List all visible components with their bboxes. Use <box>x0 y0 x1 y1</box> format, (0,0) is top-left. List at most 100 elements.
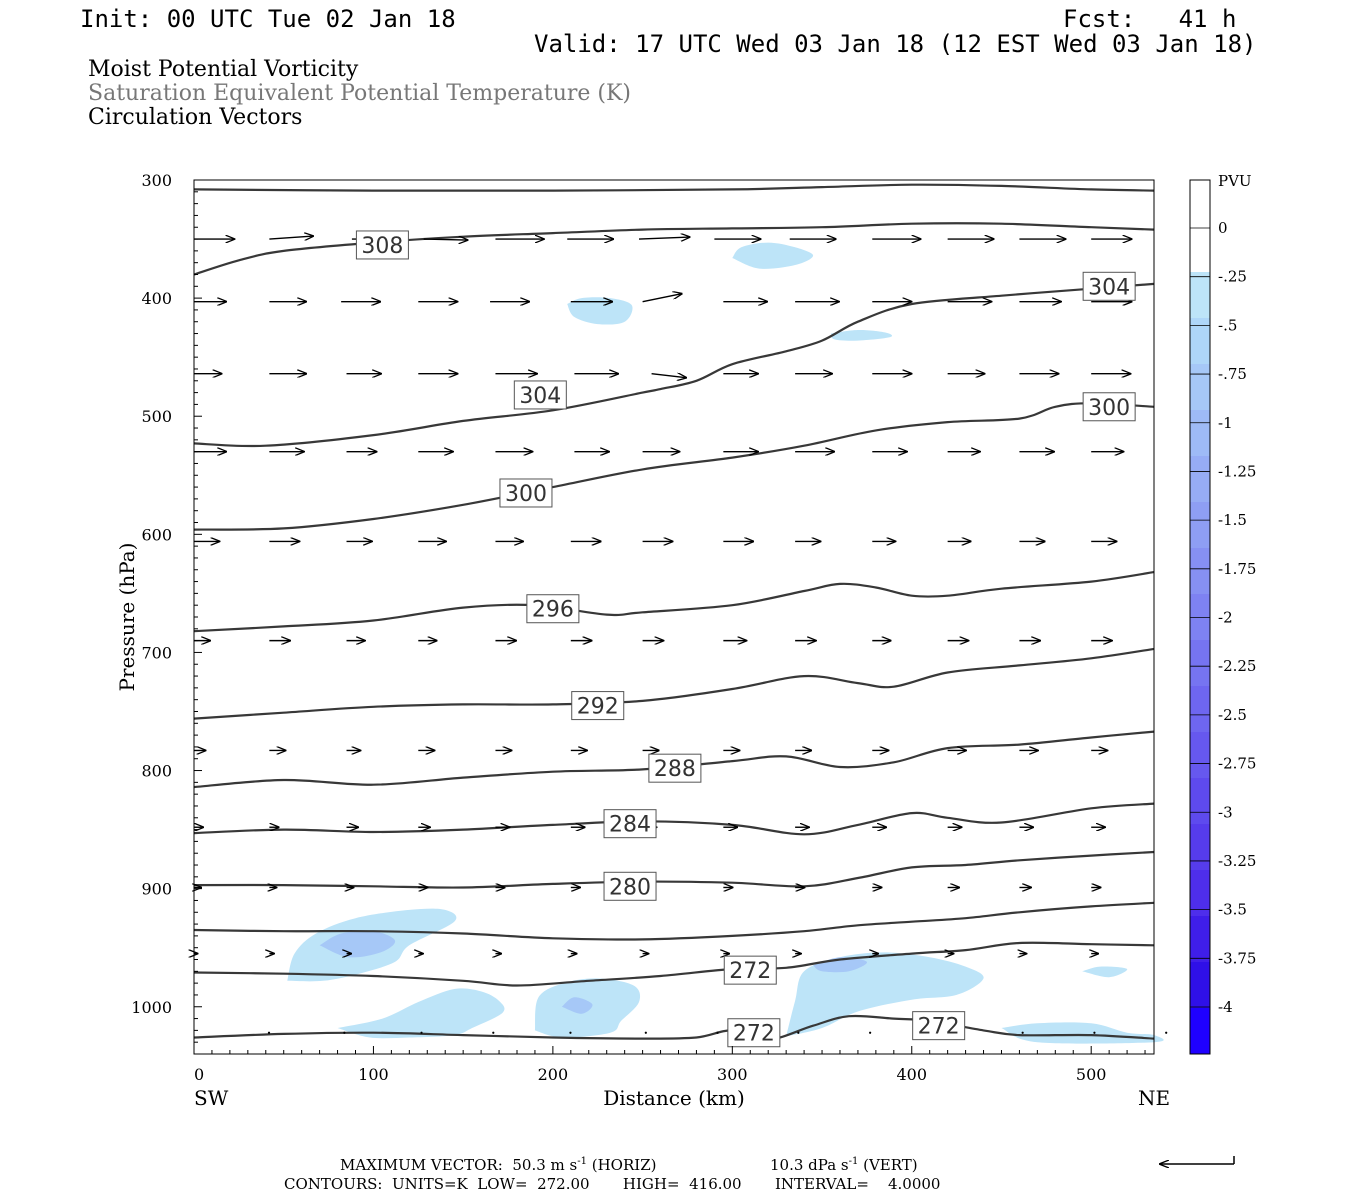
colorbar-swatch <box>1190 226 1210 273</box>
y-tick-label: 300 <box>141 171 172 190</box>
forecast-hour-label: Fcst: 41 h <box>1063 5 1237 33</box>
contour-label-box <box>727 1018 781 1048</box>
contour-label-box <box>1082 392 1136 422</box>
vector-dot <box>1093 1031 1096 1034</box>
title-line-3: Circulation Vectors <box>88 105 303 130</box>
y-tick-label: 400 <box>141 289 172 308</box>
contour-label-box <box>1082 271 1136 301</box>
reference-vector <box>1160 1156 1235 1164</box>
colorbar-swatch <box>1190 778 1210 825</box>
colorbar-title: PVU <box>1218 172 1252 190</box>
colorbar-swatch <box>1190 640 1210 687</box>
colorbar-swatch <box>1190 870 1210 917</box>
contour-label: 272 <box>918 1015 960 1040</box>
x-tick-label: 400 <box>896 1065 927 1084</box>
contour-label: 272 <box>733 1022 775 1047</box>
contour-layer <box>193 183 1155 1041</box>
vector-dot <box>797 1031 800 1034</box>
contour-312-1 <box>193 183 1155 192</box>
vector-dot <box>1021 1031 1024 1034</box>
vector-dot <box>420 1031 423 1034</box>
contour-label-box <box>571 691 625 721</box>
valid-time-label: Valid: 17 UTC Wed 03 Jan 18 (12 EST Wed … <box>534 30 1257 58</box>
colorbar-label: -.5 <box>1218 316 1237 334</box>
vector-dot <box>569 1031 572 1034</box>
contour-label: 300 <box>1088 396 1130 421</box>
x-tick-label: 200 <box>538 1065 569 1084</box>
colorbar-swatch <box>1190 686 1210 733</box>
circulation-vector <box>638 237 690 239</box>
colorbar-swatch <box>1190 502 1210 549</box>
x-right-end-label: NE <box>1138 1086 1170 1110</box>
colorbar-label: -1.25 <box>1218 462 1256 480</box>
vector-dot <box>716 1031 719 1034</box>
pv-shading-layer <box>287 242 1164 1044</box>
vector-dot <box>1165 1031 1168 1034</box>
x-tick-label: 300 <box>717 1065 748 1084</box>
y-tick-label: 600 <box>141 525 172 544</box>
y-axis-label: Pressure (hPa) <box>115 543 139 692</box>
axis-layer: 300 400 500 600 700 800 900 1000 0 100 200 300 400 50… <box>131 171 1146 1084</box>
y-tick-label: 900 <box>141 880 172 899</box>
circulation-vector <box>651 374 687 378</box>
y-tick-label: 800 <box>141 762 172 781</box>
pv-region-11 <box>831 329 893 341</box>
contour-label-box <box>499 478 553 508</box>
colorbar-swatch <box>1190 824 1210 871</box>
title-line-2: Saturation Equivalent Potential Temperat… <box>88 81 631 106</box>
colorbar-label: -3.25 <box>1218 852 1256 870</box>
contour-label-box <box>603 809 657 839</box>
y-tick-label: 700 <box>141 643 172 662</box>
colorbar-label: -1.75 <box>1218 560 1256 578</box>
pv-region-10 <box>567 297 633 325</box>
pv-region-5 <box>786 952 984 1037</box>
contour-label-box <box>526 594 580 624</box>
contour-label: 272 <box>729 959 771 984</box>
y-tick-label: 1000 <box>131 998 172 1017</box>
vector-dot <box>343 1031 346 1034</box>
circulation-vector <box>423 239 468 240</box>
max-vector-vert-label: 10.3 dPa s-1 (VERT) <box>770 1156 918 1174</box>
colorbar-label: -1 <box>1218 414 1233 432</box>
x-tick-label: 100 <box>358 1065 389 1084</box>
contour-label: 304 <box>519 384 561 409</box>
colorbar-label: -3 <box>1218 803 1233 821</box>
vector-layer <box>194 236 1168 1034</box>
x-left-end-label: SW <box>194 1086 229 1110</box>
contour-label-box <box>355 230 409 260</box>
colorbar-label: -2.5 <box>1218 706 1247 724</box>
pv-region-1 <box>319 930 396 958</box>
x-axis-label: Distance (km) <box>603 1086 745 1110</box>
colorbar-label: -3.5 <box>1218 901 1247 919</box>
contour-292-5 <box>193 647 1155 720</box>
contour-280-8 <box>193 850 1155 889</box>
colorbar-swatch <box>1190 272 1210 319</box>
vector-dot <box>267 1031 271 1034</box>
contours-info-label: CONTOURS: UNITS=K LOW= 272.00 HIGH= 416.… <box>284 1175 941 1193</box>
contour-label: 280 <box>609 875 651 900</box>
contour-label-box <box>723 955 777 985</box>
max-vector-label: MAXIMUM VECTOR: 50.3 m s-1 (HORIZ) <box>340 1156 657 1174</box>
contour-300-3 <box>193 402 1155 531</box>
contour-304-2 <box>193 282 1155 448</box>
vector-dot <box>644 1031 647 1034</box>
colorbar-frame <box>1189 179 1211 1055</box>
colorbar-swatch <box>1190 410 1210 457</box>
colorbar-label: -4 <box>1218 998 1233 1016</box>
colorbar-label: -3.75 <box>1218 949 1256 967</box>
colorbar-swatch <box>1190 916 1210 963</box>
x-tick-label: 0 <box>194 1065 204 1084</box>
title-line-1: Moist Potential Vorticity <box>88 57 359 82</box>
contour-label-layer: 308 304 304 300 300 296 292 288 284 280 272 272 272 <box>355 230 1136 1048</box>
colorbar-label: -2.25 <box>1218 657 1256 675</box>
colorbar-label: -.25 <box>1218 268 1247 286</box>
contour-272-10 <box>193 941 1155 987</box>
colorbar-swatch <box>1190 456 1210 503</box>
colorbar-swatch <box>1190 318 1210 365</box>
colorbar: PVU 0 -.25 -.5 -.75 -1 -1.25 -1.5 -1.75 -2 -2.25 -2… <box>1189 172 1256 1055</box>
contour-label: 304 <box>1088 275 1130 300</box>
vector-dot <box>869 1031 872 1034</box>
contour-308-0 <box>193 222 1155 276</box>
pv-region-9 <box>732 242 814 269</box>
